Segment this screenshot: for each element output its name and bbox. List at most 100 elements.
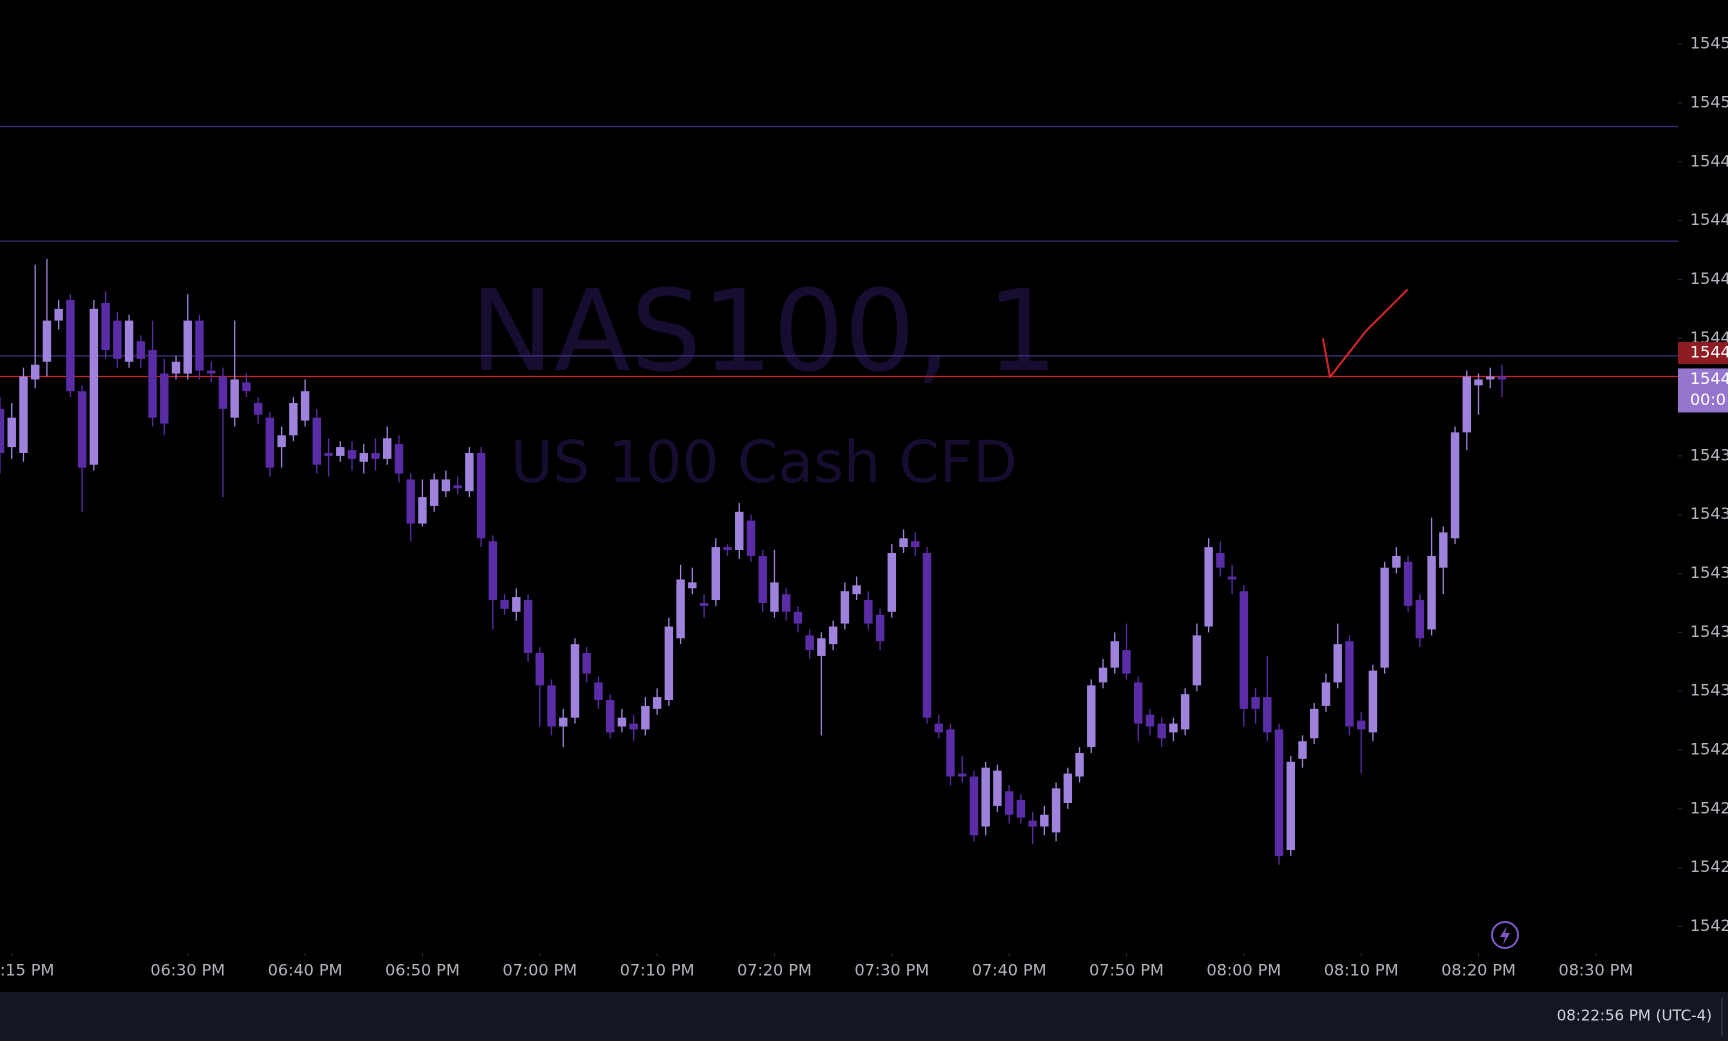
candle-body: [1239, 591, 1249, 709]
candle-body: [922, 552, 932, 718]
candle-body: [206, 370, 216, 374]
candle-body: [1286, 761, 1295, 851]
candle-body: [1110, 641, 1119, 668]
watermark-symbol: NAS100, 1: [470, 267, 1058, 397]
candle-body: [1227, 576, 1237, 580]
candle-body: [148, 350, 157, 418]
candle-body: [289, 402, 298, 436]
candle-body: [758, 555, 767, 603]
lightning-button[interactable]: [1491, 921, 1519, 949]
candle-body: [1321, 682, 1331, 706]
candle-body: [383, 438, 392, 459]
candle-body: [1427, 555, 1436, 630]
price-label-box: [1678, 341, 1728, 364]
candle-body: [1028, 820, 1037, 827]
candle-body: [113, 320, 122, 359]
price-label: 1544: [1690, 369, 1728, 388]
x-tick-label: 08:20 PM: [1441, 961, 1516, 980]
candle-body: [559, 717, 568, 727]
candle-body: [1040, 814, 1049, 827]
y-tick-label: 1543: [1690, 622, 1728, 641]
candle-body: [1274, 729, 1284, 856]
candle-body: [1403, 561, 1413, 606]
candle-body: [453, 485, 462, 489]
lightning-icon: [1500, 926, 1510, 945]
y-tick-label: 1543: [1690, 681, 1728, 700]
time-axis: :15 PM 06:30 PM 06:40 PM 06:50 PM 07:00 PM 07…: [0, 953, 1633, 980]
y-tick-label: 1544: [1690, 269, 1728, 288]
y-tick-label: 1543: [1690, 563, 1728, 582]
candle-body: [1251, 697, 1260, 709]
candle-body: [77, 391, 87, 468]
candle-body: [605, 700, 615, 733]
candle-body: [699, 602, 709, 606]
clock[interactable]: 08:22:56 PM (UTC-4): [1557, 1007, 1712, 1025]
candle-body: [688, 582, 697, 589]
candle-body: [312, 417, 322, 465]
candle-body: [324, 452, 333, 456]
candle-body: [42, 320, 52, 362]
candle-body: [1345, 641, 1354, 727]
candle-body: [265, 417, 275, 468]
candle-body: [899, 538, 908, 548]
candle-body: [1439, 532, 1448, 568]
candle-body: [300, 391, 310, 421]
candle-body: [1098, 667, 1108, 683]
candle-body: [711, 547, 721, 601]
price-label-box: [1678, 368, 1728, 413]
candle-body: [957, 773, 967, 777]
candle-body: [277, 435, 286, 448]
x-tick-label: 08:00 PM: [1207, 961, 1282, 980]
candle-body: [1180, 694, 1190, 730]
candle-body: [1380, 567, 1389, 668]
candle-body: [136, 341, 146, 359]
candle-body: [242, 382, 251, 392]
candle-body: [1356, 720, 1366, 730]
candle-body: [171, 361, 181, 374]
candle-body: [676, 579, 685, 639]
candle-body: [476, 452, 486, 539]
candle-body: [1087, 685, 1096, 748]
y-tick-label: 1542: [1690, 740, 1728, 759]
candle-body: [1298, 741, 1307, 759]
candle-body: [570, 644, 580, 718]
check-mark-drawing: [1322, 289, 1408, 378]
x-tick-label: 07:00 PM: [502, 961, 577, 980]
candle-body: [418, 497, 427, 524]
y-tick-label: 1542: [1690, 916, 1728, 935]
price-countdown: 00:0: [1690, 390, 1726, 409]
y-tick-label: 1543: [1690, 504, 1728, 523]
candle-body: [1063, 773, 1073, 803]
candle-body: [218, 376, 228, 409]
x-tick-label: 07:30 PM: [854, 961, 929, 980]
x-tick-label: 06:40 PM: [268, 961, 343, 980]
candle-body: [547, 685, 556, 727]
candle-body: [371, 452, 380, 459]
status-bar: [0, 992, 1728, 1041]
x-tick-label: 07:10 PM: [620, 961, 695, 980]
price-axis: 1545 1545 1544 1544 1544 1544 1543 1543 1543 1543…: [1678, 34, 1728, 935]
candle-body: [488, 541, 498, 601]
candle-body: [500, 600, 509, 609]
candle-body: [875, 614, 885, 642]
candle-body: [852, 585, 861, 595]
candle-body: [30, 364, 40, 380]
candle-body: [1204, 547, 1213, 627]
candle-body: [89, 308, 99, 465]
candle-body: [230, 379, 239, 418]
levels: [0, 125, 1678, 378]
candle-body: [781, 594, 791, 612]
candle-body: [1333, 644, 1342, 683]
x-tick-label: 06:50 PM: [385, 961, 460, 980]
candle-body: [406, 479, 415, 524]
x-tick-label: 07:20 PM: [737, 961, 812, 980]
candle-body: [523, 600, 533, 653]
x-tick-label: :15 PM: [0, 961, 54, 980]
candle-body: [805, 635, 814, 651]
candle-body: [1016, 800, 1026, 818]
candle-body: [582, 652, 591, 674]
candle-body: [594, 682, 603, 701]
candle-body: [1474, 379, 1483, 386]
